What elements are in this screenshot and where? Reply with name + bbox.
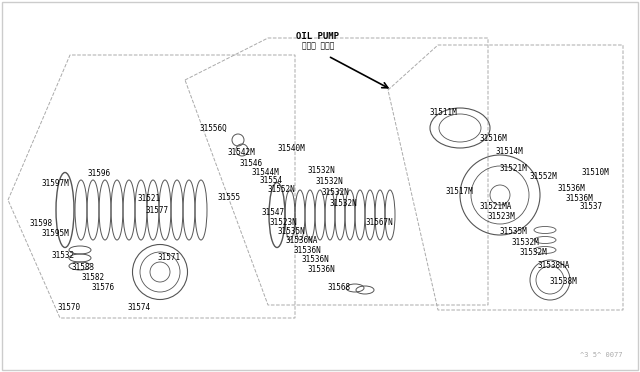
Text: 31523M: 31523M (488, 212, 516, 221)
Text: 31523N: 31523N (270, 218, 298, 227)
Text: 31532M: 31532M (520, 247, 548, 257)
Text: 31546: 31546 (240, 158, 263, 167)
Text: 31583: 31583 (72, 263, 95, 273)
Text: 31547: 31547 (262, 208, 285, 217)
Text: 31521: 31521 (138, 193, 161, 202)
Text: 31576: 31576 (92, 283, 115, 292)
Text: 31582: 31582 (82, 273, 105, 282)
Text: 31514M: 31514M (495, 147, 523, 155)
Text: 31536N: 31536N (294, 246, 322, 254)
Text: 31537: 31537 (580, 202, 603, 211)
Text: 31532N: 31532N (308, 166, 336, 174)
Text: オイル ポンプ: オイル ポンプ (302, 42, 334, 51)
Text: 31532: 31532 (52, 251, 75, 260)
Text: 31536N: 31536N (308, 266, 336, 275)
Text: 31536M: 31536M (558, 183, 586, 192)
Text: 31540M: 31540M (278, 144, 306, 153)
Text: 31516M: 31516M (480, 134, 508, 142)
Text: 31535M: 31535M (500, 227, 528, 235)
Text: 31535N: 31535N (278, 227, 306, 235)
Text: 31552N: 31552N (268, 185, 296, 193)
Text: 31567N: 31567N (365, 218, 393, 227)
Text: 31552M: 31552M (530, 171, 557, 180)
Text: 31532M: 31532M (512, 237, 540, 247)
Text: 31536NA: 31536NA (286, 235, 318, 244)
Text: 31521M: 31521M (500, 164, 528, 173)
Text: 31568: 31568 (328, 283, 351, 292)
Text: 31536N: 31536N (301, 256, 329, 264)
Text: 31571: 31571 (158, 253, 181, 263)
Text: 31554: 31554 (260, 176, 283, 185)
Text: 31597M: 31597M (42, 179, 70, 187)
Text: 31574: 31574 (128, 304, 151, 312)
Text: 31511M: 31511M (430, 108, 458, 116)
Text: 31532N: 31532N (329, 199, 356, 208)
Text: 31521MA: 31521MA (480, 202, 513, 211)
Text: 31538HA: 31538HA (538, 262, 570, 270)
Text: 31596: 31596 (88, 169, 111, 177)
Text: 31538M: 31538M (550, 276, 578, 285)
Text: 31544M: 31544M (252, 167, 280, 176)
Text: 31598: 31598 (30, 218, 53, 228)
Text: 31532N: 31532N (315, 176, 343, 186)
Text: ^3 5^ 0077: ^3 5^ 0077 (579, 352, 622, 358)
Text: 31542M: 31542M (228, 148, 256, 157)
Text: 31517M: 31517M (445, 186, 473, 196)
Text: 31577: 31577 (145, 205, 168, 215)
Text: 31532N: 31532N (322, 187, 349, 196)
Text: 31556Q: 31556Q (200, 124, 228, 132)
Text: OIL PUMP: OIL PUMP (296, 32, 339, 41)
Text: 31536M: 31536M (566, 193, 594, 202)
Text: 31510M: 31510M (582, 167, 610, 176)
Text: 31570: 31570 (58, 304, 81, 312)
Text: 31555: 31555 (218, 192, 241, 202)
Text: 31595M: 31595M (42, 228, 70, 237)
